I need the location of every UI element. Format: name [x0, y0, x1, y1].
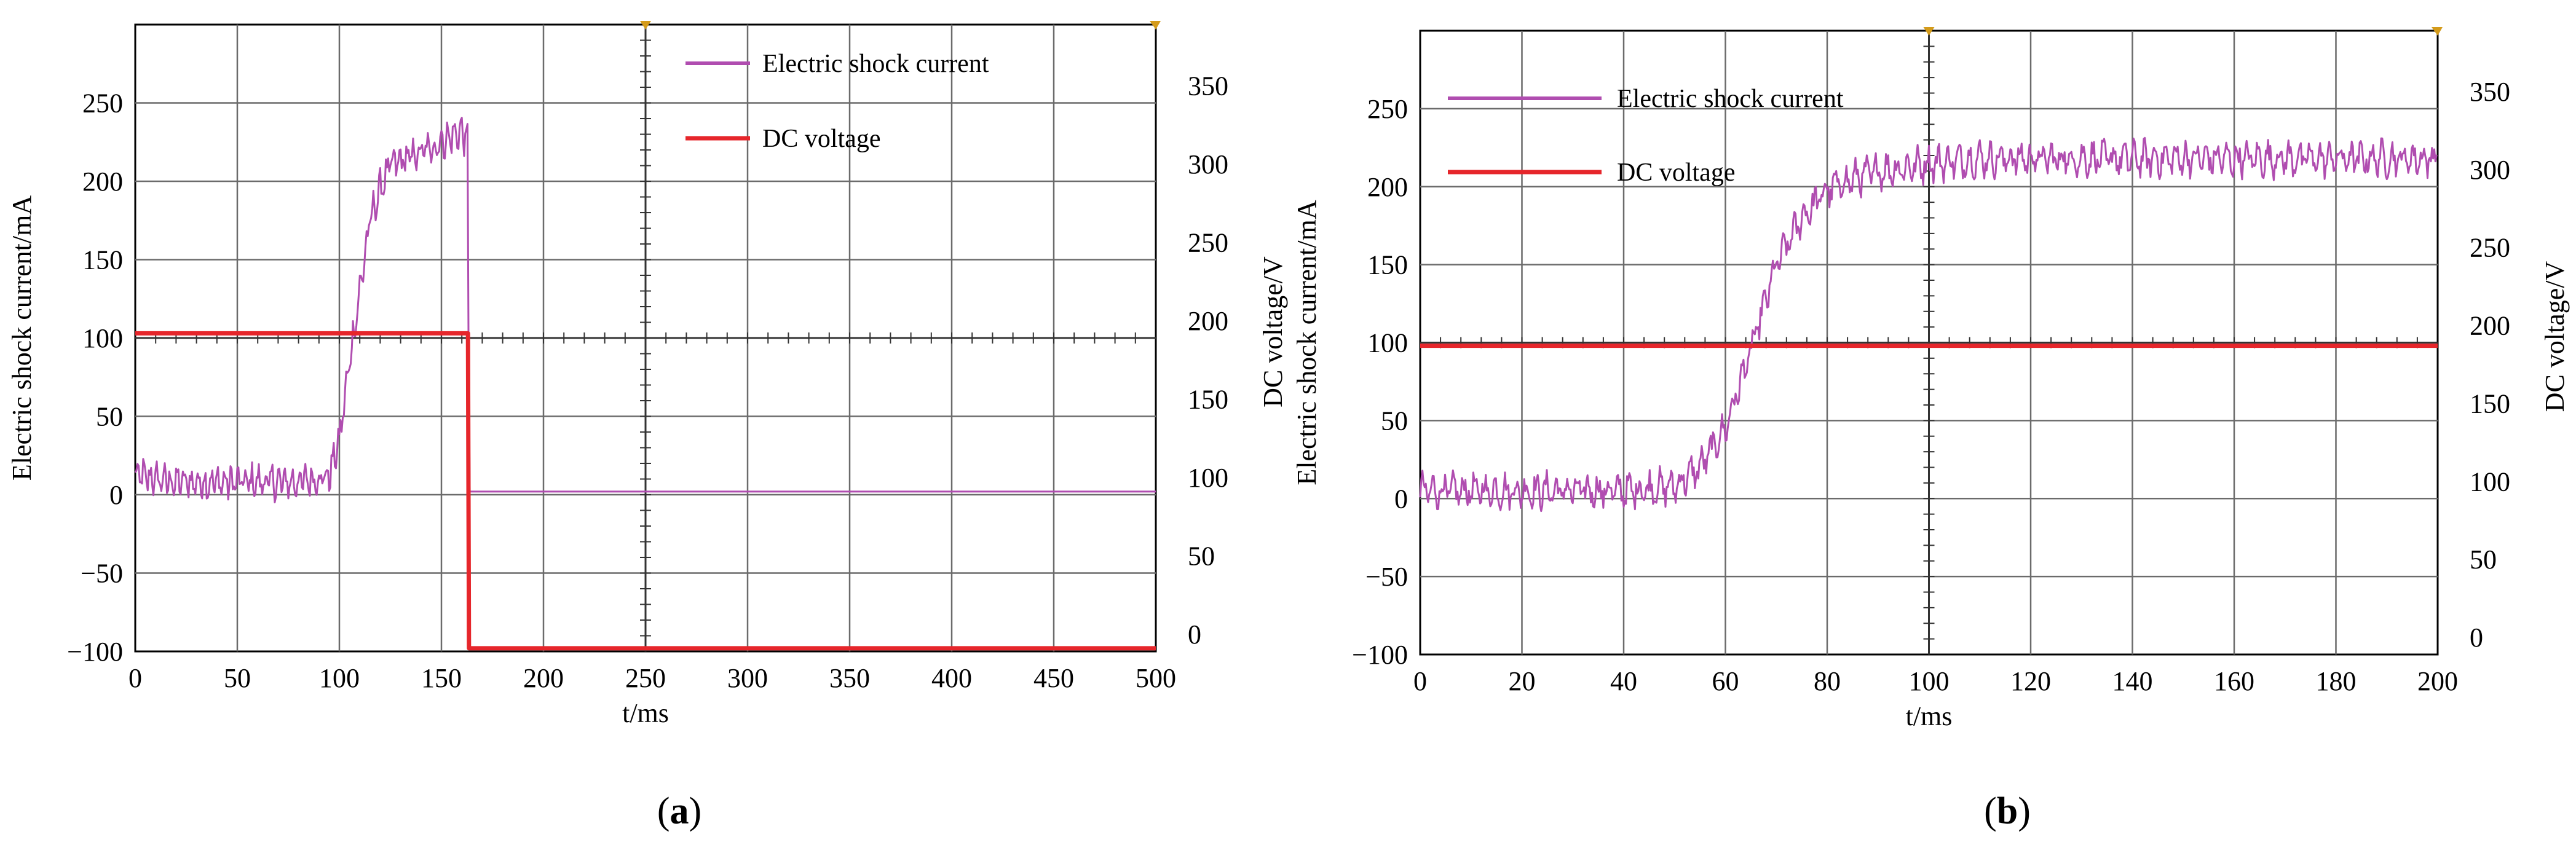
y-left-tick-label: 150: [1367, 250, 1408, 280]
x-tick-label: 500: [1136, 663, 1176, 693]
y-right-tick-label: 200: [2470, 311, 2510, 341]
y-left-tick-label: 100: [1367, 328, 1408, 358]
y-left-tick-label: −50: [1365, 562, 1408, 592]
trigger-marker: [2432, 27, 2443, 36]
y-left-tick-label: 250: [82, 88, 123, 119]
y-left-tick-label: −100: [67, 637, 123, 667]
y-left-tick-label: 250: [1367, 94, 1408, 124]
legend-label: Electric shock current: [1617, 85, 1844, 113]
x-tick-label: 150: [421, 663, 462, 693]
y-left-tick-label: 100: [82, 323, 123, 353]
x-tick-label: 100: [319, 663, 360, 693]
panel-label: (b): [1984, 790, 2031, 832]
y-right-tick-label: 250: [2470, 233, 2510, 263]
y-right-tick-label: 0: [1188, 619, 1201, 650]
y-left-tick-label: 0: [109, 480, 123, 510]
x-tick-label: 450: [1033, 663, 1074, 693]
y-right-tick-label: 300: [1188, 149, 1228, 179]
y-left-axis-title: Electric shock current/mA: [1292, 200, 1322, 485]
y-right-tick-label: 100: [1188, 463, 1228, 493]
panel-label: (a): [657, 790, 701, 832]
y-left-tick-label: 200: [82, 167, 123, 197]
y-right-tick-label: 350: [1188, 71, 1228, 101]
x-tick-label: 40: [1610, 666, 1637, 696]
series-line-current: [1419, 136, 2438, 513]
y-left-tick-label: 50: [1381, 406, 1408, 436]
y-left-tick-label: 150: [82, 245, 123, 275]
trigger-marker: [1150, 21, 1161, 29]
legend: Electric shock current DC voltage: [685, 50, 989, 153]
x-tick-label: 200: [523, 663, 564, 693]
y-right-tick-label: 50: [2470, 544, 2497, 575]
x-tick-label: 180: [2316, 666, 2357, 696]
x-tick-label: 140: [2112, 666, 2153, 696]
x-tick-label: 50: [224, 663, 251, 693]
y-right-axis-title: DC voltage/V: [2540, 261, 2570, 412]
y-left-axis-title: Electric shock current/mA: [7, 195, 37, 481]
x-tick-label: 400: [931, 663, 972, 693]
chart-panel-b: 0 20 40 60 80 100 120 140 160 180 200 250 200 150 100 5…: [1292, 27, 2570, 832]
y-left-tick-label: 50: [96, 402, 123, 432]
x-tick-label: 20: [1509, 666, 1536, 696]
legend-label: Electric shock current: [762, 50, 989, 78]
x-tick-label: 100: [1909, 666, 1950, 696]
y-left-tick-label: −100: [1352, 640, 1408, 670]
chart-panel-a: 0 50 100 150 200 250 300 350 400 450 5002502001501…: [7, 21, 1288, 832]
legend: Electric shock current DC voltage: [1448, 85, 1844, 187]
legend-label: DC voltage: [1617, 159, 1735, 187]
y-right-tick-label: 350: [2470, 77, 2510, 107]
y-right-tick-label: 50: [1188, 541, 1215, 572]
y-right-tick-label: 250: [1188, 228, 1228, 258]
x-tick-label: 160: [2214, 666, 2254, 696]
x-tick-label: 120: [2010, 666, 2051, 696]
y-right-tick-label: 150: [1188, 385, 1228, 415]
x-tick-label: 60: [1712, 666, 1739, 696]
y-left-tick-label: 0: [1394, 484, 1408, 514]
y-left-tick-label: 200: [1367, 172, 1408, 202]
series-line-current: [134, 117, 1156, 503]
x-axis-title: t/ms: [1906, 701, 1953, 731]
x-tick-label: 0: [128, 663, 142, 693]
x-tick-label: 250: [625, 663, 666, 693]
y-right-axis-title: DC voltage/V: [1258, 256, 1288, 407]
x-tick-label: 300: [727, 663, 768, 693]
y-right-tick-label: 150: [2470, 388, 2510, 419]
legend-label: DC voltage: [762, 125, 880, 153]
y-right-tick-label: 0: [2470, 623, 2483, 653]
series-line-voltage: [135, 331, 1156, 651]
x-tick-label: 80: [1814, 666, 1841, 696]
trigger-marker: [1923, 27, 1935, 36]
trigger-marker: [640, 21, 651, 29]
x-axis-title: t/ms: [622, 698, 669, 728]
x-tick-label: 200: [2417, 666, 2458, 696]
y-right-tick-label: 200: [1188, 306, 1228, 336]
y-right-tick-label: 100: [2470, 466, 2510, 497]
y-left-tick-label: −50: [81, 559, 123, 589]
x-tick-label: 350: [829, 663, 870, 693]
x-tick-label: 0: [1413, 666, 1427, 696]
y-right-tick-label: 300: [2470, 155, 2510, 185]
